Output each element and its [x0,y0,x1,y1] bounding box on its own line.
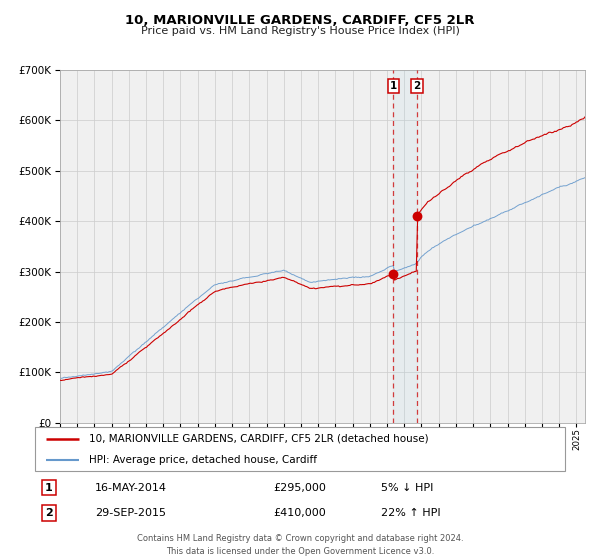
Text: 5% ↓ HPI: 5% ↓ HPI [381,483,433,493]
Text: 22% ↑ HPI: 22% ↑ HPI [381,508,440,518]
Text: £295,000: £295,000 [273,483,326,493]
Text: 10, MARIONVILLE GARDENS, CARDIFF, CF5 2LR (detached house): 10, MARIONVILLE GARDENS, CARDIFF, CF5 2L… [89,434,429,444]
Bar [394,70,417,423]
Text: Contains HM Land Registry data © Crown copyright and database right 2024.: Contains HM Land Registry data © Crown c… [137,534,463,543]
Text: This data is licensed under the Open Government Licence v3.0.: This data is licensed under the Open Gov… [166,547,434,556]
Text: 2: 2 [45,508,53,518]
Point [389,270,398,279]
Text: £410,000: £410,000 [273,508,326,518]
Text: HPI: Average price, detached house, Cardiff: HPI: Average price, detached house, Card… [89,455,317,465]
Text: 16-MAY-2014: 16-MAY-2014 [95,483,167,493]
Text: 10, MARIONVILLE GARDENS, CARDIFF, CF5 2LR: 10, MARIONVILLE GARDENS, CARDIFF, CF5 2L… [125,14,475,27]
Text: 29-SEP-2015: 29-SEP-2015 [95,508,166,518]
Text: 2: 2 [413,81,421,91]
Text: 1: 1 [45,483,53,493]
Point [412,212,422,221]
Text: 1: 1 [390,81,397,91]
Text: Price paid vs. HM Land Registry's House Price Index (HPI): Price paid vs. HM Land Registry's House … [140,26,460,36]
